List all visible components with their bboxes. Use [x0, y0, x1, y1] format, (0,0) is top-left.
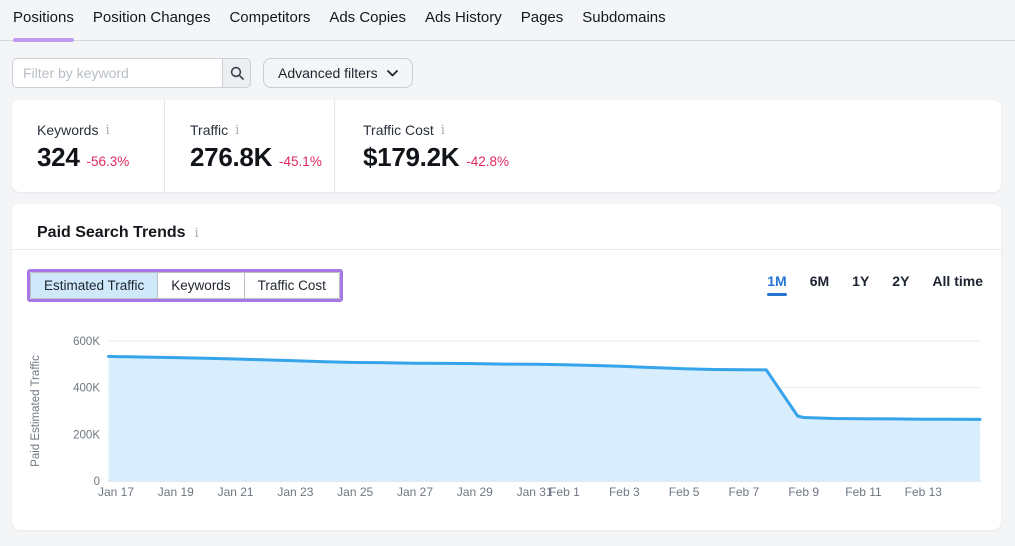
metric-traffic-label: Traffic — [190, 122, 229, 138]
view-keywords[interactable]: Keywords — [157, 273, 243, 298]
traffic-trend-line[interactable] — [107, 354, 982, 421]
tab-subdomains[interactable]: Subdomains — [582, 9, 666, 26]
tab-competitors[interactable]: Competitors — [229, 9, 311, 26]
metric-traffic-cost-change: -42.8% — [466, 154, 509, 169]
range-1m[interactable]: 1M — [767, 273, 788, 296]
trends-title: Paid Search Trends — [37, 224, 186, 241]
x-axis-tick-label: Jan 25 — [337, 485, 373, 499]
annotation-highlight-box: Estimated Traffic Keywords Traffic Cost — [27, 269, 343, 302]
metric-traffic-value: 276.8K — [190, 142, 273, 172]
range-2y[interactable]: 2Y — [892, 273, 910, 289]
x-axis-tick-label: Feb 11 — [845, 485, 882, 499]
metric-traffic-cost-value: $179.2K — [363, 142, 460, 172]
x-axis-tick-label: Jan 19 — [158, 485, 194, 499]
time-range-selector: 1M 6M 1Y 2Y All time — [767, 273, 983, 296]
x-axis-tick-label: Jan 29 — [457, 485, 493, 499]
search-icon — [230, 66, 244, 80]
metric-keywords-change: -56.3% — [86, 154, 130, 169]
report-tabbar: Positions Position Changes Competitors A… — [0, 0, 1015, 42]
metric-keywords-value: 324 — [37, 142, 80, 172]
y-axis-tick-label: 400K — [73, 383, 100, 395]
x-axis-tick-label: Feb 7 — [729, 485, 760, 499]
info-icon[interactable]: i — [440, 122, 445, 138]
x-axis-tick-label: Jan 27 — [397, 485, 433, 499]
x-axis-tick-label: Feb 9 — [788, 485, 819, 499]
x-axis-tick-label: Feb 3 — [609, 485, 640, 499]
summary-metrics-card: Keywords i 324 -56.3% Traffic i 276.8K -… — [12, 100, 1001, 192]
advanced-filters-label: Advanced filters — [278, 65, 378, 81]
keyword-filter-input[interactable] — [12, 58, 222, 88]
tab-pages[interactable]: Pages — [520, 9, 564, 26]
metric-traffic-change: -45.1% — [279, 154, 322, 169]
chevron-down-icon — [386, 69, 398, 76]
y-axis-tick-label: 200K — [73, 429, 100, 441]
paid-search-trends-card: Paid Search Trends i Estimated Traffic K… — [12, 204, 1001, 530]
range-all-time[interactable]: All time — [932, 273, 983, 289]
range-1y[interactable]: 1Y — [852, 273, 870, 289]
x-axis-tick-label: Jan 23 — [277, 485, 313, 499]
metric-traffic: Traffic i 276.8K -45.1% — [164, 100, 334, 192]
y-axis-tick-label: 600K — [73, 336, 100, 348]
x-axis-tick-label: Jan 31 — [517, 485, 553, 499]
tab-ads-copies[interactable]: Ads Copies — [329, 9, 407, 26]
search-button[interactable] — [222, 58, 251, 88]
range-6m[interactable]: 6M — [809, 273, 830, 289]
metric-keywords: Keywords i 324 -56.3% — [12, 100, 164, 192]
metric-view-switcher: Estimated Traffic Keywords Traffic Cost — [30, 272, 340, 299]
x-axis-tick-label: Jan 17 — [98, 485, 134, 499]
advanced-filters-button[interactable]: Advanced filters — [263, 58, 413, 88]
metric-keywords-label: Keywords — [37, 122, 99, 138]
x-axis-tick-label: Jan 21 — [218, 485, 254, 499]
view-traffic-cost[interactable]: Traffic Cost — [243, 273, 339, 298]
tab-positions[interactable]: Positions — [13, 9, 74, 42]
y-axis-title: Paid Estimated Traffic — [30, 355, 42, 467]
keyword-filter-group — [12, 58, 251, 88]
metric-traffic-cost-label: Traffic Cost — [363, 122, 434, 138]
title-divider — [12, 249, 1001, 250]
info-icon[interactable]: i — [235, 122, 240, 138]
x-axis-tick-label: Feb 1 — [549, 485, 580, 499]
tab-ads-history[interactable]: Ads History — [425, 9, 502, 26]
x-axis-tick-label: Feb 13 — [905, 485, 943, 499]
info-icon[interactable]: i — [105, 122, 110, 138]
filter-row: Advanced filters — [12, 58, 1015, 88]
metric-traffic-cost: Traffic Cost i $179.2K -42.8% — [334, 100, 509, 192]
x-axis-tick-label: Feb 5 — [669, 485, 700, 499]
tab-position-changes[interactable]: Position Changes — [92, 9, 211, 26]
view-estimated-traffic[interactable]: Estimated Traffic — [31, 273, 158, 298]
info-icon[interactable]: i — [194, 225, 199, 241]
y-axis-tick-label: 0 — [94, 476, 100, 488]
traffic-area-fill — [108, 356, 981, 481]
